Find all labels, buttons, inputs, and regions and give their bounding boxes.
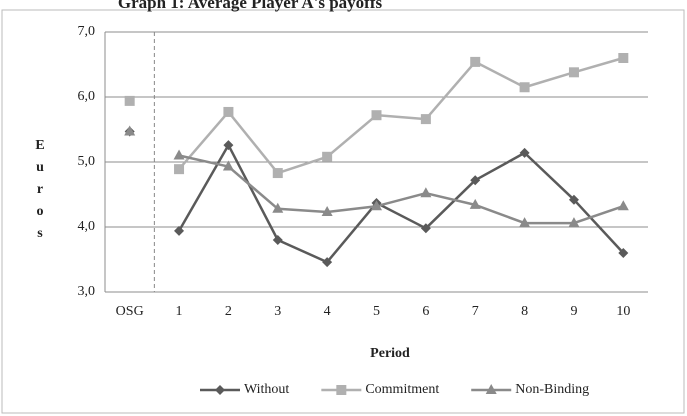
marker [371, 200, 382, 211]
line-segment [573, 56, 624, 74]
legend-label: Commitment [365, 382, 439, 397]
marker [420, 187, 432, 198]
line-segment [425, 191, 476, 207]
y-tick-label: 3,0 [78, 284, 96, 299]
line-segment [474, 151, 526, 182]
y-tick-label: 6,0 [78, 89, 96, 104]
marker [617, 200, 629, 211]
marker [336, 385, 347, 395]
marker [272, 202, 284, 213]
line-segment [227, 165, 279, 210]
marker [568, 67, 579, 78]
marker [124, 95, 135, 106]
x-tick-label: 9 [570, 304, 577, 319]
marker [485, 384, 497, 394]
marker [568, 217, 580, 228]
legend-label: Without [244, 382, 289, 397]
x-tick-label: 7 [472, 304, 479, 319]
line-segment [474, 60, 526, 89]
line-segment [474, 203, 526, 225]
marker [469, 198, 481, 209]
marker [215, 385, 225, 395]
legend-label: Non-Binding [515, 382, 589, 397]
x-tick-label: 1 [176, 304, 183, 319]
marker [223, 106, 234, 117]
line-segment [326, 114, 378, 158]
marker [222, 160, 234, 171]
marker [519, 217, 531, 228]
marker [371, 110, 382, 121]
line-segment [523, 151, 575, 201]
x-tick-label: 6 [422, 304, 429, 319]
line-segment [326, 202, 378, 263]
legend-item: Commitment [321, 382, 439, 397]
x-tick-label: 5 [373, 304, 380, 319]
line-segment [375, 201, 427, 230]
line-segment [227, 144, 279, 241]
marker [272, 168, 283, 179]
marker [174, 164, 185, 175]
x-tick-label: 8 [521, 304, 528, 319]
line-segment [326, 204, 377, 214]
marker [321, 206, 333, 217]
line-segment [524, 71, 575, 89]
x-tick-label: 4 [324, 304, 331, 319]
line-segment [424, 179, 477, 230]
legend-item: Without [200, 382, 289, 397]
line-segment [376, 191, 427, 208]
line-segment [277, 238, 328, 264]
marker [470, 175, 481, 186]
marker [420, 114, 431, 125]
marker [568, 194, 579, 205]
marker [272, 235, 283, 245]
x-axis-label: Period [370, 346, 410, 361]
legend-item: Non-Binding [471, 382, 589, 397]
marker [322, 257, 333, 268]
x-tick-label: 10 [616, 304, 630, 319]
marker [173, 149, 185, 160]
marker [124, 125, 136, 136]
line-segment [178, 111, 230, 170]
marker [420, 223, 431, 234]
line-segment [573, 198, 625, 254]
marker [223, 140, 234, 151]
line-segment [277, 155, 328, 175]
marker [618, 53, 629, 63]
marker [618, 248, 629, 258]
chart-title: Graph 1: Average Player A's payoffs [118, 0, 383, 12]
line-segment [177, 144, 230, 232]
marker [519, 147, 530, 158]
marker [470, 56, 481, 67]
y-tick-label: 4,0 [78, 219, 96, 234]
x-tick-label: 2 [225, 304, 232, 319]
line-segment [376, 113, 426, 121]
x-tick-label: 3 [274, 304, 281, 319]
line-segment [573, 205, 624, 225]
y-tick-label: 5,0 [78, 154, 96, 169]
line-segment [277, 207, 328, 214]
line-segment [424, 61, 477, 120]
marker [174, 225, 185, 236]
line-segment [178, 154, 229, 168]
line-segment [227, 111, 279, 174]
marker [519, 82, 530, 93]
x-tick-label: OSG [116, 304, 144, 319]
marker [322, 151, 333, 162]
y-tick-label: 7,0 [78, 24, 96, 39]
